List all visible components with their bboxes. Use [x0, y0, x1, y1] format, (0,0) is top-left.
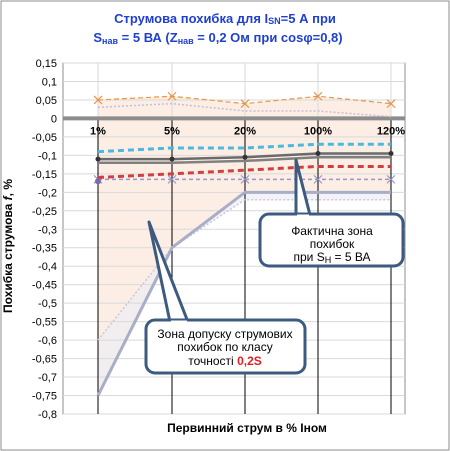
callout-tolerance-line3: точності 0,2S — [188, 354, 262, 368]
y-axis-tick-labels: 0,15 0,1 0,05 0 -0,05 -0,1 -0,15 -0,2 -0,25 -0,3 -… — [32, 58, 57, 421]
y-tick-label: 0,1 — [42, 76, 57, 88]
y-axis-label: Похибка струмова f, % — [1, 179, 15, 313]
y-tick-label: -0,8 — [38, 409, 57, 421]
y-tick-label: -0,6 — [38, 335, 57, 347]
callout-actual-zone: Фактична зона похибок при SН = 5 ВА — [258, 158, 405, 268]
lilac-dashed-line-marker — [240, 174, 250, 184]
y-tick-label: -0,4 — [38, 261, 57, 273]
chart-title-line1: Струмова похибка для ISN=5 А при — [114, 11, 336, 26]
callout-actual-line3: при SН = 5 ВА — [293, 250, 370, 265]
tolerance-upper-line-marker — [386, 99, 396, 109]
tolerance-upper-line-marker — [167, 91, 177, 101]
callout-actual-box — [258, 212, 405, 268]
lilac-dashed-line-marker — [313, 174, 323, 184]
gray-line-1-marker — [95, 156, 101, 162]
tolerance-upper-line-marker — [240, 99, 250, 109]
y-tick-label: -0,15 — [32, 169, 57, 181]
x-tick-label: 20% — [234, 126, 256, 138]
x-axis-tick-labels: 1% 5% 20% 100% 120% — [90, 126, 405, 138]
point-marker-left — [95, 178, 101, 185]
y-tick-label: -0,25 — [32, 206, 57, 218]
red-dashed-line — [97, 164, 391, 180]
y-tick-label: 0,15 — [36, 58, 57, 70]
callout-actual-line2: похибок — [310, 237, 355, 251]
tolerance-lower-line — [96, 190, 391, 397]
callout-tolerance-line1: Зона допуску струмових — [157, 327, 292, 341]
upper-dotted-line — [97, 102, 392, 118]
y-tick-label: 0,05 — [36, 95, 57, 107]
x-tick-label: 100% — [304, 126, 332, 138]
x-axis-label: Первинний струм в % Іном — [167, 421, 327, 435]
y-tick-label: -0,2 — [38, 187, 57, 199]
y-tick-label: -0,05 — [32, 132, 57, 144]
tolerance-upper-line-marker — [93, 95, 103, 105]
y-tick-label: -0,35 — [32, 243, 57, 255]
gray-line-1-marker — [169, 156, 175, 162]
lilac-dashed-line-marker — [386, 174, 396, 184]
lilac-dashed-line-marker — [167, 174, 177, 184]
y-tick-label: -0,1 — [38, 150, 57, 162]
y-tick-label: -0,75 — [32, 391, 57, 403]
y-tick-label: -0,7 — [38, 372, 57, 384]
x-tick-label: 5% — [164, 126, 180, 138]
x-tick-label: 1% — [90, 126, 106, 138]
tolerance-upper-line-marker — [313, 91, 323, 101]
y-tick-label: -0,65 — [32, 354, 57, 366]
gray-line-1-marker — [315, 151, 321, 157]
callout-tolerance-box — [144, 318, 307, 375]
gray-line-1-marker — [242, 154, 248, 160]
chart-title-line2: Sнав = 5 ВА (Zнав = 0,2 Ом при cosφ=0,8) — [93, 30, 342, 46]
callout-tolerance-zone: Зона допуску струмових похибок по класу … — [144, 220, 307, 375]
tolerance-lower-dotted-line — [97, 198, 391, 341]
y-tick-label: -0,3 — [38, 224, 57, 236]
gray-line-1-marker — [388, 151, 394, 157]
callout-actual-line1: Фактична зона — [291, 224, 373, 238]
y-tick-label: -0,55 — [32, 317, 57, 329]
y-tick-label: 0 — [51, 113, 57, 125]
y-tick-label: -0,5 — [38, 298, 57, 310]
callout-tolerance-line2: похибок по класу — [177, 340, 272, 354]
x-tick-label: 120% — [377, 126, 405, 138]
y-tick-label: -0,45 — [32, 280, 57, 292]
gray-line-2 — [98, 155, 391, 165]
cyan-dashed-line — [97, 142, 391, 154]
